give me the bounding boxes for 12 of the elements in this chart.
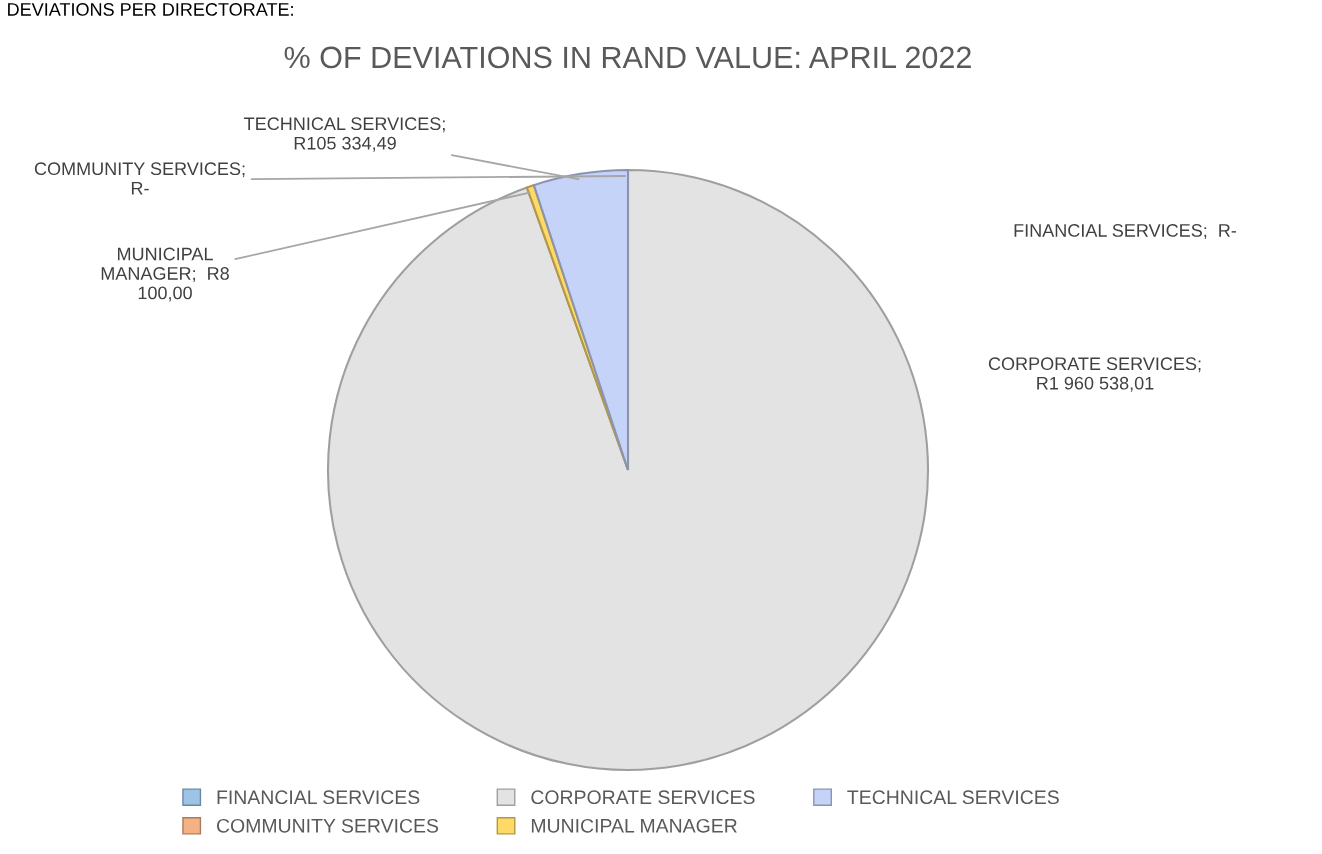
chart-title: % OF DEVIATIONS IN RAND VALUE: APRIL 2022 [284,46,971,69]
data-label: TECHNICAL SERVICES; R105 334,49 [244,117,445,152]
legend-label: CORPORATE SERVICES [531,790,755,805]
legend-label: FINANCIAL SERVICES [217,790,420,805]
legend-label: COMMUNITY SERVICES [216,818,439,833]
data-label: MUNICIPAL MANAGER; R8 100,00 [101,247,229,302]
legend-label: TECHNICAL SERVICES [847,790,1059,805]
data-label: CORPORATE SERVICES; R1 960 538,01 [988,357,1201,392]
legend-label: MUNICIPAL MANAGER [531,818,737,833]
text: FINANCIAL SERVICES; R- [1014,224,1237,239]
text: DEVIATIONS PER DIRECTORATE: [8,3,293,16]
text: COMMUNITY SERVICES; R- [34,162,245,195]
